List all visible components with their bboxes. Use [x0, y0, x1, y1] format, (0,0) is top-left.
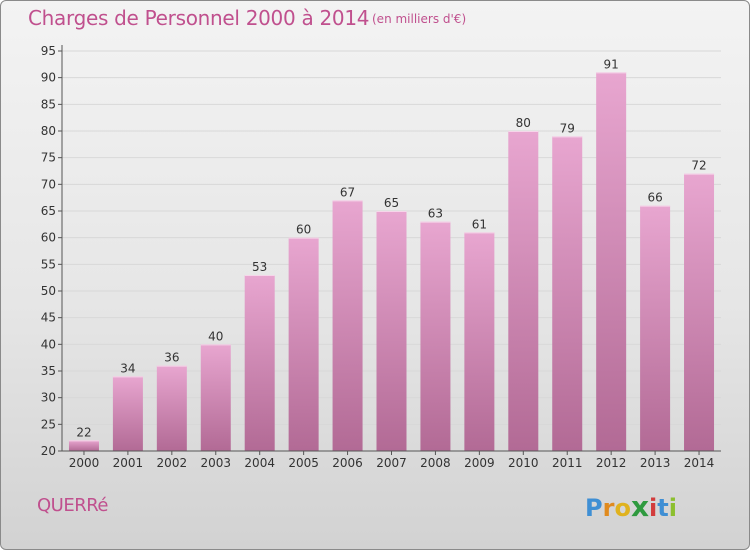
data-label: 53 — [252, 260, 267, 274]
data-label: 40 — [208, 329, 223, 343]
y-tick-label: 30 — [41, 391, 56, 405]
bar — [552, 136, 583, 452]
y-tick-label: 80 — [41, 124, 56, 138]
x-tick-label: 2014 — [684, 456, 715, 470]
data-label: 66 — [647, 191, 662, 205]
y-tick-label: 90 — [41, 71, 56, 85]
data-label: 61 — [472, 217, 487, 231]
x-tick-label: 2012 — [596, 456, 627, 470]
y-tick-label: 95 — [41, 44, 56, 58]
logo-letter: i — [668, 494, 677, 522]
bar — [508, 131, 539, 451]
y-tick-label: 60 — [41, 231, 56, 245]
x-tick-label: 2005 — [288, 456, 319, 470]
x-tick-label: 2004 — [244, 456, 275, 470]
x-tick-label: 2008 — [420, 456, 451, 470]
bar — [112, 376, 143, 451]
x-tick-label: 2003 — [200, 456, 231, 470]
data-label: 91 — [604, 57, 619, 71]
y-tick-label: 55 — [41, 257, 56, 271]
bar — [200, 344, 231, 451]
logo-letter: x — [630, 490, 649, 523]
data-label: 72 — [691, 159, 706, 173]
data-label: 80 — [516, 116, 531, 130]
x-tick-label: 2013 — [640, 456, 671, 470]
logo-letter: o — [614, 494, 631, 522]
y-tick-label: 20 — [41, 444, 56, 458]
x-tick-label: 2000 — [69, 456, 100, 470]
chart-subtitle: (en milliers d'€) — [372, 12, 467, 26]
x-tick-label: 2010 — [508, 456, 539, 470]
y-tick-label: 25 — [41, 417, 56, 431]
x-tick-label: 2002 — [157, 456, 188, 470]
bar — [244, 275, 275, 451]
bar — [156, 365, 187, 451]
x-tick-label: 2006 — [332, 456, 363, 470]
proxiti-logo: Proxiti — [585, 490, 677, 523]
y-tick-label: 70 — [41, 177, 56, 191]
bar — [376, 211, 407, 451]
y-tick-label: 75 — [41, 151, 56, 165]
y-tick-label: 35 — [41, 364, 56, 378]
bar — [420, 221, 451, 451]
y-tick-label: 85 — [41, 97, 56, 111]
data-label: 63 — [428, 207, 443, 221]
x-tick-label: 2001 — [113, 456, 144, 470]
x-tick-label: 2009 — [464, 456, 495, 470]
chart-title: Charges de Personnel 2000 à 2014 — [28, 6, 370, 30]
bar — [288, 237, 319, 451]
logo-letter: P — [585, 494, 603, 522]
data-label: 60 — [296, 223, 311, 237]
data-label: 65 — [384, 196, 399, 210]
data-label: 34 — [120, 361, 135, 375]
bar — [464, 232, 495, 451]
commune-name: QUERRé — [37, 495, 109, 516]
logo-letter: r — [602, 494, 615, 522]
data-label: 67 — [340, 185, 355, 199]
bar — [332, 200, 363, 451]
data-label: 22 — [76, 425, 91, 439]
logo-letter: i — [649, 494, 658, 522]
y-tick-label: 50 — [41, 284, 56, 298]
bar — [640, 205, 671, 451]
data-label: 79 — [560, 121, 575, 135]
data-label: 36 — [164, 351, 179, 365]
x-tick-label: 2007 — [376, 456, 407, 470]
y-tick-label: 65 — [41, 204, 56, 218]
y-tick-label: 45 — [41, 311, 56, 325]
bar — [596, 72, 627, 451]
bar — [684, 173, 715, 451]
x-tick-label: 2011 — [552, 456, 583, 470]
y-tick-label: 40 — [41, 337, 56, 351]
bar — [68, 440, 99, 451]
logo-letter: t — [657, 494, 669, 522]
